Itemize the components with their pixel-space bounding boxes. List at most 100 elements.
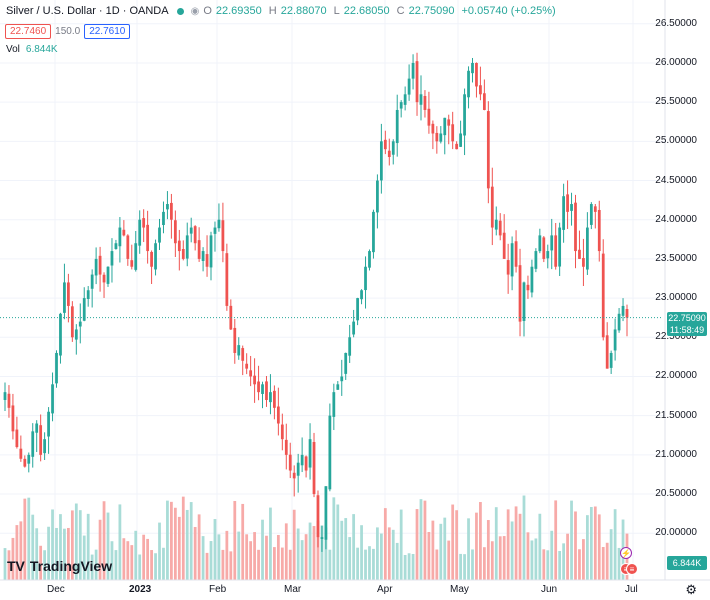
time-tick: Mar — [284, 584, 302, 595]
candle-body — [479, 85, 482, 95]
volume-bar — [233, 500, 237, 580]
eye-icon[interactable]: ◉ — [190, 5, 200, 17]
volume-bar — [407, 553, 411, 580]
volume-bar — [356, 547, 359, 580]
volume-value: 6.844K — [25, 44, 58, 55]
low-label: L — [333, 5, 340, 17]
volume-bar — [138, 554, 142, 580]
candle-body — [27, 454, 31, 464]
candle-body — [59, 313, 62, 356]
volume-bar — [292, 509, 296, 580]
volume-bar — [431, 520, 435, 580]
volume-bar — [253, 532, 256, 580]
volume-bar — [617, 547, 621, 580]
candle-body — [566, 194, 569, 212]
volume-bar — [27, 497, 31, 580]
candle-body — [102, 274, 106, 283]
volume-bar — [86, 513, 90, 580]
symbol-title[interactable]: Silver / U.S. Dollar · 1D · OANDA — [6, 5, 169, 17]
price-tick: 22.50000 — [655, 331, 697, 343]
volume-bar — [482, 547, 486, 580]
candle-body — [344, 352, 348, 374]
volume-legend[interactable]: Vol 6.844K — [6, 44, 58, 55]
volume-bar — [463, 554, 466, 580]
volume-bar — [435, 549, 439, 580]
volume-bar — [170, 501, 173, 580]
volume-bar — [213, 519, 217, 580]
volume-bar — [249, 541, 253, 580]
buy-button[interactable]: 22.7610 — [84, 24, 131, 39]
candle-body — [142, 218, 146, 228]
volume-bar — [209, 541, 213, 580]
candle-body — [146, 224, 150, 252]
volume-bar — [593, 506, 597, 580]
volume-bar — [261, 519, 264, 580]
sell-button[interactable]: 22.7460 — [5, 24, 52, 39]
volume-bar — [379, 533, 383, 580]
volume-bar — [589, 507, 593, 580]
dividend-event-icon[interactable]: ⚡ — [620, 547, 632, 559]
candle-body — [498, 220, 502, 236]
volume-bar — [538, 513, 542, 580]
candle-body — [455, 143, 459, 150]
volume-bar — [475, 512, 478, 580]
candle-body — [173, 220, 177, 244]
candle-body — [43, 439, 47, 454]
candle-body — [399, 102, 403, 109]
volume-bar — [284, 523, 288, 580]
candle-body — [360, 290, 363, 300]
price-tick: 21.00000 — [655, 448, 697, 460]
candle-body — [189, 227, 193, 234]
volume-bar — [554, 500, 558, 580]
volume-bar — [177, 516, 181, 580]
symbol-legend[interactable]: Silver / U.S. Dollar · 1D · OANDA ◉ O 22.… — [6, 5, 559, 17]
volume-bar — [265, 535, 268, 580]
volume-bar — [570, 500, 573, 580]
candle-body — [233, 327, 237, 353]
candle-body — [67, 282, 70, 306]
candle-body — [51, 384, 54, 414]
candle-body — [138, 219, 142, 246]
candle-body — [443, 117, 447, 136]
volume-bar — [78, 510, 82, 580]
volume-bar — [181, 496, 185, 580]
countdown-value: 11:58:49 — [669, 324, 705, 335]
volume-bar — [90, 554, 94, 580]
volume-bar — [146, 538, 150, 580]
bid-ask-panel: 22.7460 150.0 22.7610 — [5, 24, 131, 39]
volume-bar — [498, 536, 502, 580]
candle-body — [593, 206, 597, 212]
volume-bar — [245, 534, 249, 580]
open-value: 22.69350 — [215, 5, 262, 17]
candle-body — [538, 235, 542, 252]
spread-value: 150.0 — [55, 26, 81, 37]
candle-body — [205, 254, 209, 267]
candle-body — [605, 335, 609, 369]
candle-body — [494, 219, 498, 230]
volume-bar — [340, 520, 344, 580]
candle-body — [522, 282, 526, 322]
candle-body — [320, 537, 324, 539]
economic-event-icon-2[interactable]: ≡ — [626, 563, 638, 575]
candle-body — [213, 227, 217, 234]
time-tick: 2023 — [129, 584, 152, 595]
candle-body — [122, 229, 126, 236]
low-value: 22.68050 — [343, 5, 390, 17]
candle-body — [106, 266, 110, 284]
candle-body — [486, 111, 490, 189]
volume-bar — [578, 549, 581, 580]
volume-bar — [467, 518, 470, 580]
volume-bar — [130, 545, 134, 580]
volume-bar — [31, 514, 35, 580]
time-tick: Jul — [625, 584, 638, 595]
tradingview-logo[interactable]: TV TradingView — [7, 558, 112, 574]
volume-bar — [502, 536, 506, 580]
volume-bar — [118, 504, 122, 580]
price-tick: 26.00000 — [655, 56, 697, 68]
gear-icon[interactable]: ⚙ — [685, 582, 697, 597]
volume-bar — [391, 529, 395, 580]
volume-bar — [332, 497, 336, 580]
volume-bar — [427, 531, 431, 580]
candle-body — [625, 309, 629, 318]
